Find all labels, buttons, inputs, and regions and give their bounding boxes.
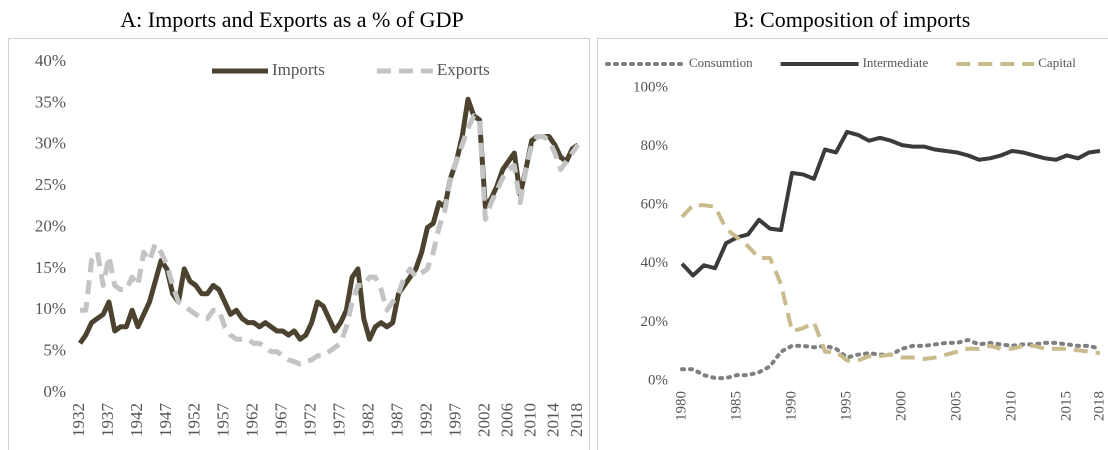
y-tick-label: 40% — [641, 255, 669, 271]
x-tick-label: 1932 — [69, 403, 88, 437]
y-tick-label: 10% — [35, 299, 66, 318]
legend-label: Intermediate — [863, 55, 929, 70]
y-tick-label: 40% — [35, 51, 66, 70]
y-tick-label: 15% — [35, 258, 66, 277]
x-tick-label: 1967 — [272, 403, 291, 438]
legend-label: Capital — [1038, 55, 1076, 70]
y-tick-label: 5% — [43, 341, 66, 360]
chart-title: B: Composition of imports — [734, 7, 971, 32]
x-tick-label: 2010 — [521, 403, 540, 437]
y-tick-label: 100% — [633, 79, 668, 95]
x-tick-label: 1962 — [243, 403, 262, 437]
x-tick-label: 2002 — [474, 403, 493, 437]
x-tick-label: 2015 — [1058, 391, 1074, 421]
panel-frame — [597, 38, 1108, 450]
data-line — [80, 113, 581, 367]
x-tick-label: 1982 — [358, 403, 377, 437]
legend-label: Consumtion — [689, 55, 753, 70]
x-tick-label: 1995 — [838, 391, 854, 421]
x-tick-label: 2000 — [893, 391, 909, 421]
data-line — [680, 203, 1101, 363]
x-tick-label: 1977 — [329, 403, 348, 438]
y-tick-label: 0% — [648, 372, 668, 388]
x-tick-label: 1987 — [387, 403, 406, 438]
y-tick-label: 0% — [43, 382, 66, 401]
y-tick-label: 20% — [641, 314, 669, 330]
x-tick-label: 2018 — [567, 403, 586, 437]
x-tick-label: 2006 — [497, 403, 516, 437]
chart-title: A: Imports and Exports as a % of GDP — [120, 7, 463, 32]
x-tick-label: 2005 — [948, 391, 964, 421]
y-tick-label: 20% — [35, 216, 66, 235]
x-tick-label: 2014 — [544, 403, 563, 438]
legend-label: Imports — [272, 60, 325, 79]
x-tick-label: 2010 — [1003, 391, 1019, 421]
x-tick-label: 1972 — [301, 403, 320, 437]
legend-label: Exports — [437, 60, 490, 79]
x-tick-label: 2018 — [1091, 391, 1107, 421]
y-tick-label: 80% — [641, 138, 669, 154]
x-tick-label: 1942 — [127, 403, 146, 437]
panel-frame — [8, 38, 590, 450]
x-tick-label: 1985 — [728, 391, 744, 421]
x-tick-label: 1992 — [416, 403, 435, 437]
x-tick-label: 1937 — [98, 403, 117, 438]
x-tick-label: 1997 — [445, 403, 464, 438]
y-tick-label: 60% — [641, 197, 669, 213]
x-tick-label: 1952 — [185, 403, 204, 437]
y-tick-label: 30% — [35, 134, 66, 153]
y-tick-label: 35% — [35, 92, 66, 111]
x-tick-label: 1947 — [156, 403, 175, 438]
y-tick-label: 25% — [35, 175, 66, 194]
x-tick-label: 1957 — [214, 403, 233, 438]
x-tick-label: 1980 — [673, 391, 689, 421]
x-tick-label: 1990 — [783, 391, 799, 421]
data-line — [680, 129, 1101, 278]
data-line — [77, 96, 580, 345]
